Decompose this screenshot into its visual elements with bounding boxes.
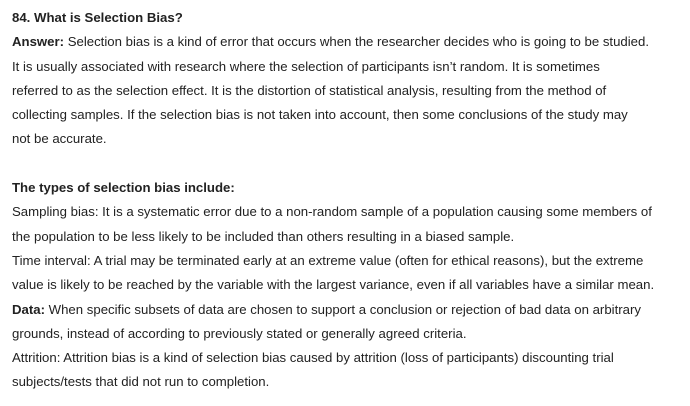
- types-heading: The types of selection bias include:: [12, 180, 235, 196]
- time-interval-line-2: value is likely to be reached by the var…: [12, 277, 655, 293]
- data-bias-line-1: Data: When specific subsets of data are …: [12, 298, 690, 322]
- answer-paragraph-line-1: Answer: Selection bias is a kind of erro…: [12, 30, 690, 54]
- data-bias-line-2: grounds, instead of according to previou…: [12, 325, 467, 341]
- answer-paragraph-line-3: referred to as the selection effect. It …: [12, 82, 607, 98]
- question-title: 84. What is Selection Bias?: [12, 10, 183, 25]
- answer-text: Selection bias is a kind of error that o…: [64, 34, 650, 50]
- data-text: When specific subsets of data are chosen…: [44, 301, 641, 317]
- sampling-bias-line-1: Sampling bias: It is a systematic error …: [12, 204, 652, 220]
- time-interval-line-1: Time interval: A trial may be terminated…: [12, 252, 644, 268]
- answer-paragraph-line-2: It is usually associated with research w…: [12, 58, 600, 74]
- paragraph-gap: [12, 152, 690, 176]
- answer-label: Answer:: [12, 34, 65, 50]
- attrition-line-1: Attrition: Attrition bias is a kind of s…: [12, 350, 614, 366]
- sampling-bias-line-2: the population to be less likely to be i…: [12, 228, 515, 244]
- attrition-line-2: subjects/tests that did not run to compl…: [12, 374, 270, 390]
- answer-paragraph-line-4: collecting samples. If the selection bia…: [12, 107, 628, 123]
- data-label: Data:: [12, 301, 45, 317]
- answer-paragraph-line-5: not be accurate.: [12, 131, 107, 147]
